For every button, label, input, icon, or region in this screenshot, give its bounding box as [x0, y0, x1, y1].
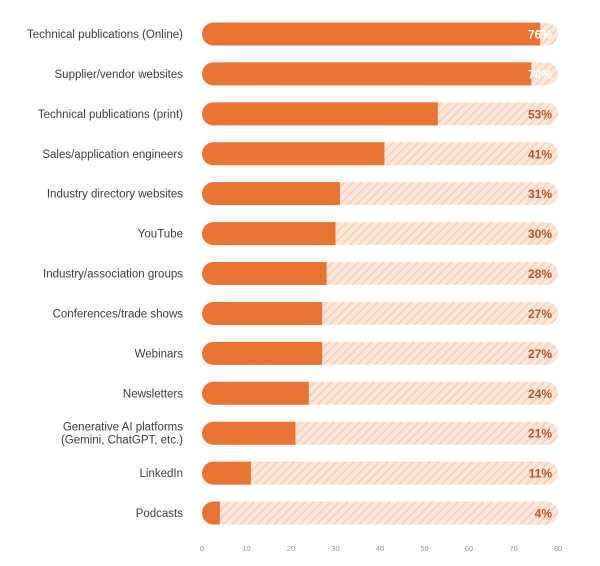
x-tick-label: 60 [465, 544, 473, 553]
category-labels: Technical publications (Online) Supplier/… [27, 29, 183, 520]
category-label: Webinars [135, 348, 184, 360]
value-label: 24% [528, 387, 552, 401]
bar-track [202, 501, 558, 525]
x-tick-label: 80 [554, 544, 562, 553]
x-tick-label: 30 [331, 544, 339, 553]
category-label: Podcasts [136, 508, 184, 520]
x-axis: 0 10 20 30 40 50 60 70 80 [200, 544, 562, 553]
x-tick-label: 70 [509, 544, 517, 553]
bar [202, 461, 251, 485]
bar [202, 421, 296, 445]
bar [202, 222, 336, 246]
x-tick-label: 10 [242, 544, 250, 553]
category-label: Industry/association groups [43, 269, 183, 281]
bars [202, 22, 541, 525]
category-label: Sales/application engineers [42, 149, 183, 161]
bar [202, 182, 340, 206]
value-label: 31% [528, 187, 552, 201]
category-label: Industry directory websites [47, 189, 183, 201]
value-label: 30% [528, 227, 552, 241]
value-label: 27% [528, 307, 552, 321]
value-label: 41% [528, 147, 552, 161]
category-label: LinkedIn [140, 468, 183, 480]
value-label: 21% [528, 427, 552, 441]
category-label: YouTube [138, 229, 183, 241]
category-label: Conferences/trade shows [53, 308, 184, 320]
value-labels: 76% 74% 53% 41% 31% 30% 28% 27% 27% 24% 21% 11% 4% [528, 28, 552, 521]
category-label: Supplier/vendor websites [55, 69, 184, 81]
x-tick-label: 0 [200, 544, 204, 553]
bar [202, 301, 323, 325]
value-label: 27% [528, 347, 552, 361]
bar [202, 341, 323, 365]
category-label: Technical publications (Online) [27, 29, 183, 41]
x-tick-label: 50 [420, 544, 428, 553]
bar [202, 62, 532, 86]
bar [202, 381, 309, 405]
value-label: 11% [529, 467, 553, 481]
bar-track [202, 461, 558, 485]
x-tick-label: 20 [287, 544, 295, 553]
bar [202, 102, 438, 126]
category-label: Generative AI platforms (Gemini, ChatGPT,… [61, 422, 183, 447]
bar [202, 142, 385, 166]
x-tick-label: 40 [376, 544, 384, 553]
value-label: 28% [528, 267, 552, 281]
bar [202, 501, 220, 525]
category-label: Newsletters [123, 388, 183, 400]
value-label: 74% [528, 67, 552, 81]
value-label: 76% [528, 28, 552, 42]
category-label: Technical publications (print) [38, 109, 183, 121]
value-label: 53% [528, 107, 552, 121]
bar [202, 22, 541, 46]
value-label: 4% [535, 507, 553, 521]
bar [202, 262, 327, 286]
